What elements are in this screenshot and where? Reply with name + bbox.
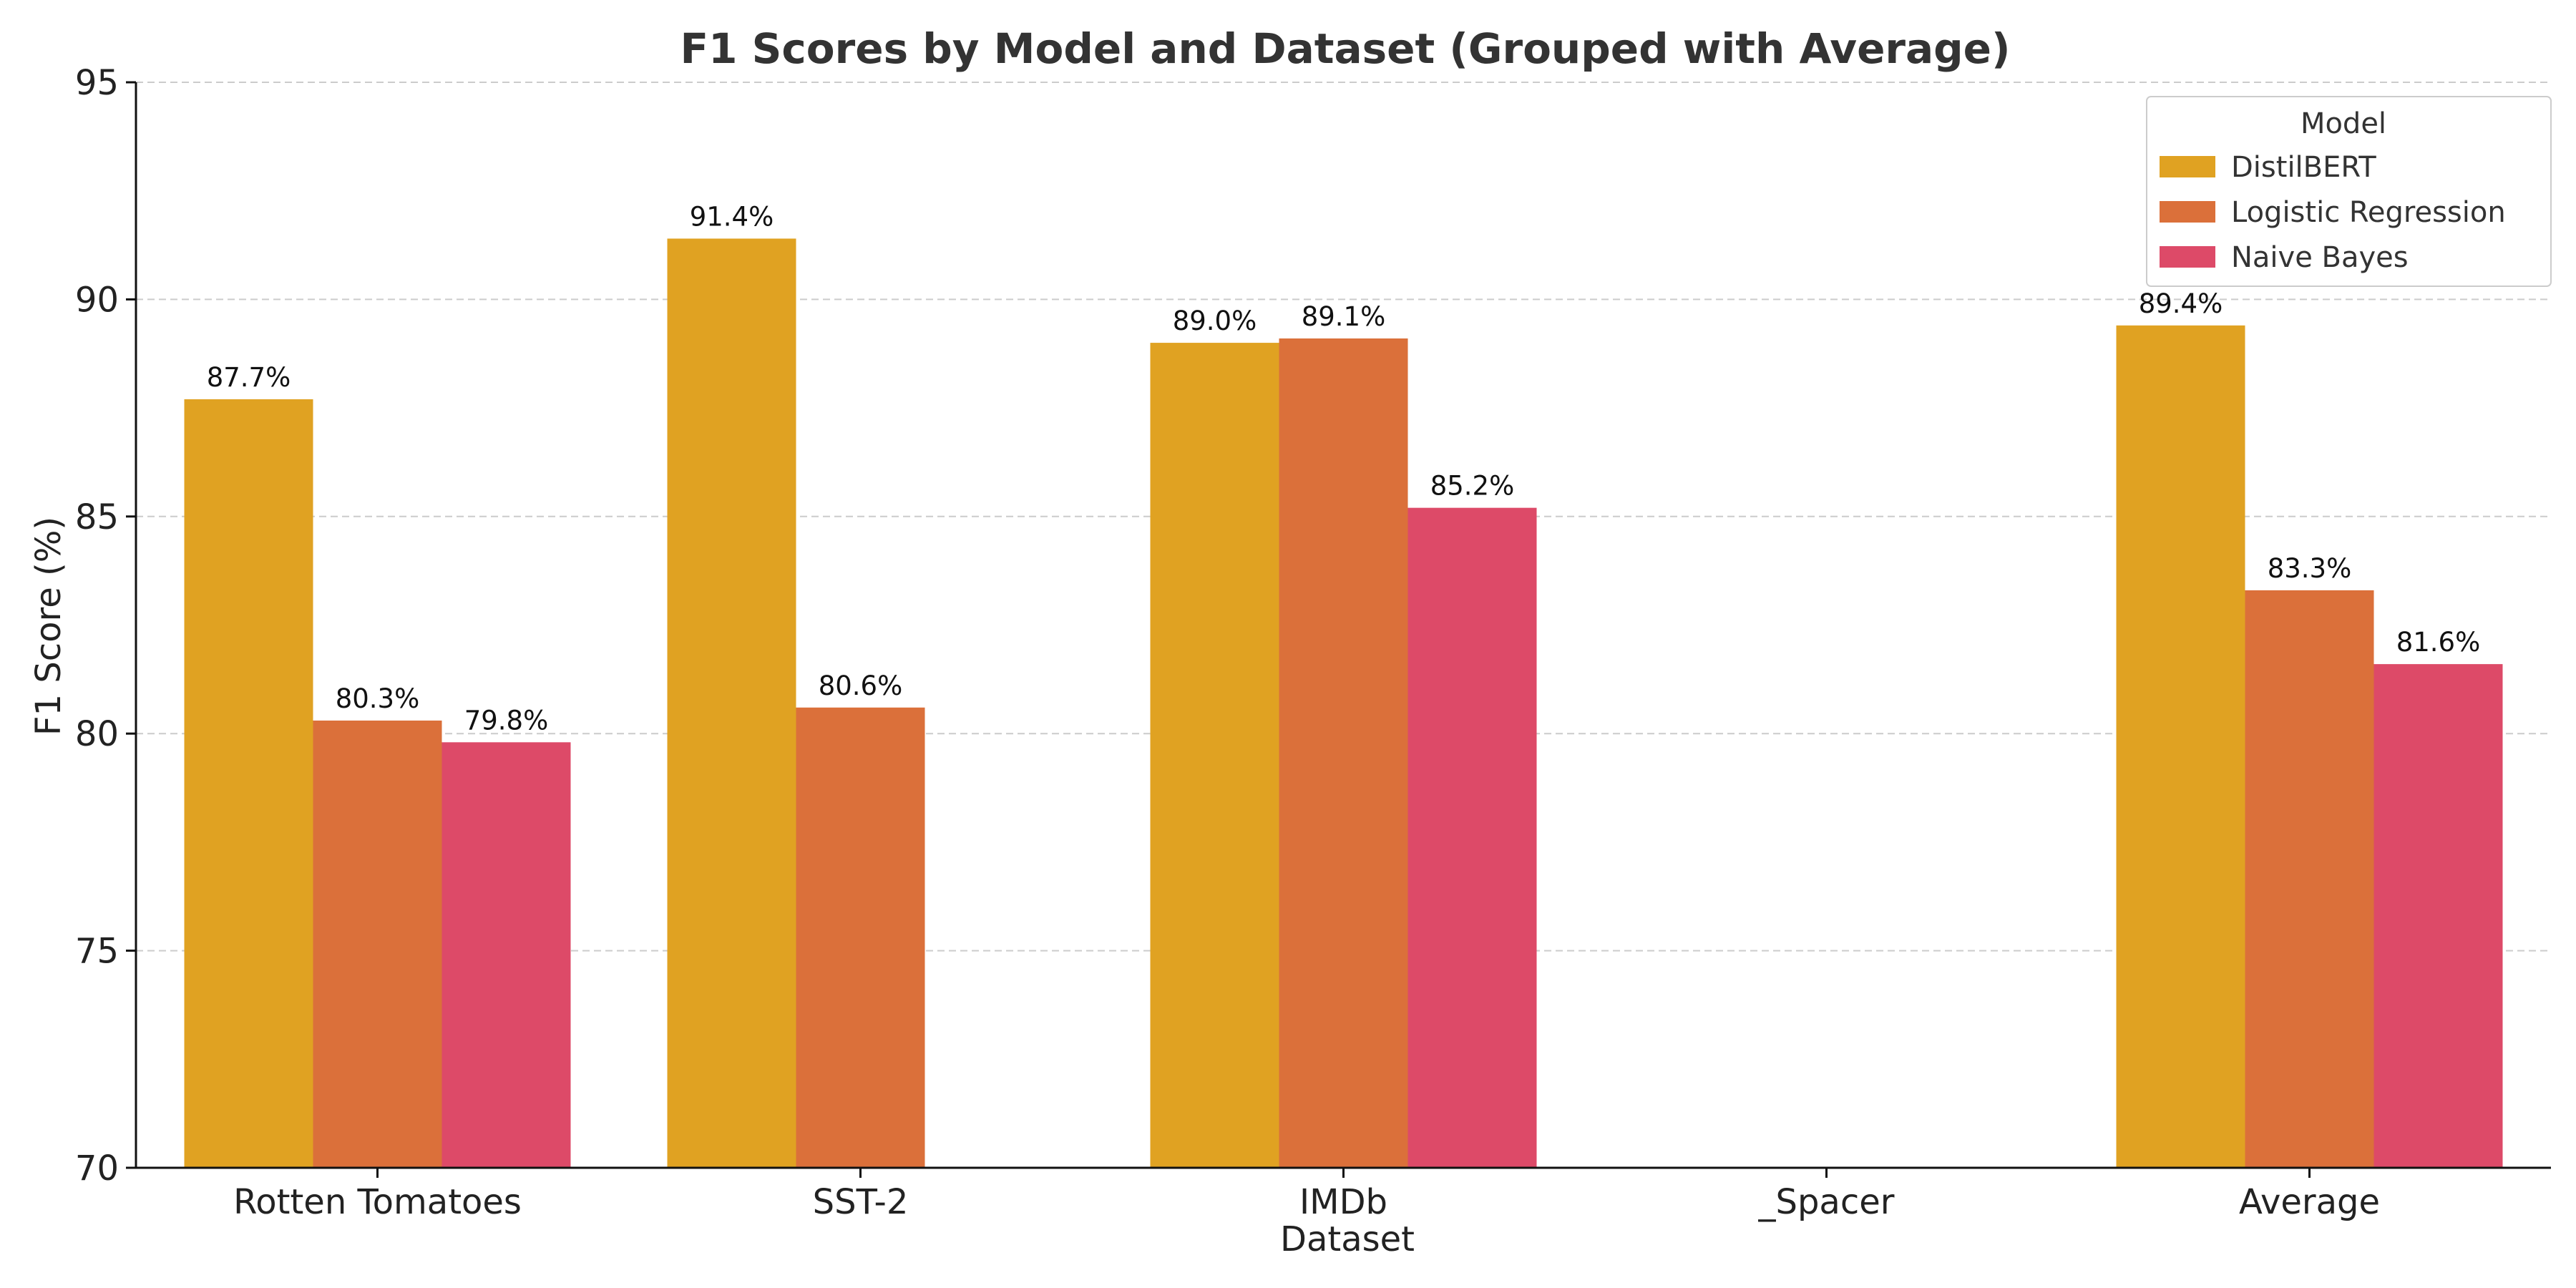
bar-logistic-regression-sst-2 [796, 707, 925, 1168]
bars [184, 238, 2503, 1169]
value-label-distilbert-imdb: 89.0% [1173, 306, 1257, 336]
x-tick-label-average: Average [2239, 1182, 2380, 1222]
bar-naive-bayes-average [2373, 664, 2503, 1168]
value-label-naive-bayes-imdb: 85.2% [1430, 471, 1515, 502]
y-tick-label: 80 [75, 714, 119, 754]
bar-logistic-regression-imdb [1279, 338, 1408, 1169]
y-axis-ticks: 70 75 80 85 90 95 [75, 63, 136, 1189]
legend-label-logistic-regression: Logistic Regression [2231, 196, 2506, 229]
value-label-distilbert-rotten-tomatoes: 87.7% [207, 362, 291, 393]
y-axis-label: F1 Score (%) [29, 517, 69, 736]
value-label-naive-bayes-rotten-tomatoes: 79.8% [464, 705, 549, 736]
chart-title: F1 Scores by Model and Dataset (Grouped … [680, 24, 2010, 73]
bar-logistic-regression-average [2245, 590, 2374, 1168]
x-axis-ticks: Rotten Tomatoes SST-2 IMDb _Spacer Average [233, 1168, 2380, 1222]
bar-naive-bayes-rotten-tomatoes [441, 742, 571, 1168]
value-label-logistic-regression-rotten-tomatoes: 80.3% [336, 683, 420, 714]
legend-entries: DistilBERT Logistic Regression Naive Bayes [2160, 151, 2506, 274]
x-tick-label-imdb: IMDb [1299, 1182, 1387, 1222]
value-label-logistic-regression-sst-2: 80.6% [819, 670, 903, 701]
legend-box [2146, 96, 2552, 287]
value-label-naive-bayes-average: 81.6% [2396, 627, 2481, 658]
legend-title: Model [2301, 107, 2386, 140]
legend-label-naive-bayes: Naive Bayes [2231, 241, 2409, 274]
y-tick-label: 75 [75, 932, 119, 972]
value-label-distilbert-average: 89.4% [2139, 288, 2223, 319]
x-axis-label: Dataset [1280, 1219, 1415, 1259]
y-tick-label: 95 [75, 63, 119, 103]
value-labels: 87.7% 80.3% 79.8% 91.4% 80.6% 89.0% 89.1% 85.2%… [207, 201, 2481, 736]
legend: Model DistilBERT Logistic Regression Naive… [2146, 96, 2552, 287]
legend-label-distilbert: DistilBERT [2231, 151, 2376, 184]
y-tick-label: 90 [75, 280, 119, 320]
x-tick-label-rotten-tomatoes: Rotten Tomatoes [233, 1182, 522, 1222]
value-label-logistic-regression-imdb: 89.1% [1302, 301, 1386, 332]
bar-naive-bayes-imdb [1407, 507, 1537, 1168]
x-tick-label-sst-2: SST-2 [813, 1182, 909, 1222]
legend-swatch-distilbert [2160, 156, 2215, 177]
value-label-logistic-regression-average: 83.3% [2268, 553, 2352, 584]
y-tick-label: 85 [75, 497, 119, 537]
bar-distilbert-rotten-tomatoes [184, 399, 313, 1168]
bar-distilbert-imdb [1150, 343, 1279, 1169]
x-tick-label-spacer: _Spacer [1757, 1182, 1894, 1222]
bar-distilbert-sst-2 [667, 238, 796, 1168]
value-label-distilbert-sst-2: 91.4% [690, 201, 774, 232]
bar-logistic-regression-rotten-tomatoes [313, 720, 442, 1168]
y-tick-label: 70 [75, 1148, 119, 1189]
legend-swatch-logistic-regression [2160, 201, 2215, 223]
bar-distilbert-average [2116, 325, 2245, 1169]
legend-swatch-naive-bayes [2160, 246, 2215, 268]
